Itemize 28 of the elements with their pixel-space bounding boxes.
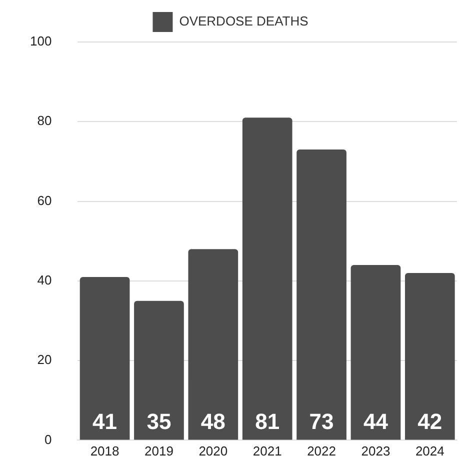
bar	[134, 300, 184, 440]
data-label: 41	[92, 408, 118, 434]
bar	[404, 272, 455, 440]
y-tick-label: 80	[37, 113, 52, 128]
x-tick-label: 2018	[90, 444, 120, 459]
data-label: 81	[255, 408, 280, 434]
x-tick-label: 2024	[415, 444, 444, 459]
y-tick-label: 60	[37, 192, 52, 208]
y-tick-label: 20	[37, 352, 52, 368]
data-label: 73	[309, 408, 334, 434]
x-tick-label: 2023	[361, 444, 390, 459]
legend-label: OVERDOSE DEATHS	[179, 14, 309, 29]
y-tick-label: 0	[44, 432, 52, 447]
data-label: 44	[363, 408, 389, 434]
data-label: 35	[146, 408, 172, 434]
bar	[296, 150, 346, 440]
bar	[242, 118, 292, 440]
y-tick-label: 40	[37, 272, 52, 288]
bar	[350, 264, 401, 440]
x-tick-label: 2021	[252, 444, 282, 459]
bar	[80, 276, 130, 440]
x-tick-label: 2022	[307, 444, 336, 459]
bar	[188, 249, 238, 440]
y-tick-label: 100	[30, 34, 52, 49]
x-tick-label: 2020	[198, 444, 228, 459]
data-label: 42	[418, 408, 442, 434]
data-label: 48	[200, 408, 226, 434]
x-tick-label: 2019	[144, 444, 174, 459]
